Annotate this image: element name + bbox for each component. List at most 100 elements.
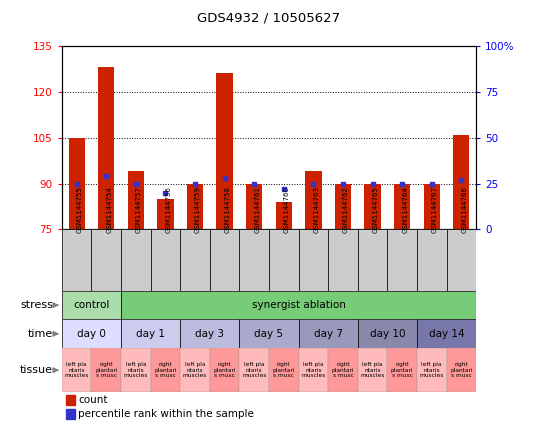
Bar xyxy=(187,184,203,229)
Text: synergist ablation: synergist ablation xyxy=(252,300,345,310)
FancyBboxPatch shape xyxy=(91,348,121,392)
Point xyxy=(427,180,436,187)
Point xyxy=(190,180,199,187)
Text: GDS4932 / 10505627: GDS4932 / 10505627 xyxy=(197,11,341,25)
FancyBboxPatch shape xyxy=(299,229,328,291)
Point xyxy=(309,180,317,187)
Text: GSM1144761: GSM1144761 xyxy=(254,186,260,233)
Text: left pla
ntaris
muscles: left pla ntaris muscles xyxy=(65,362,89,378)
FancyBboxPatch shape xyxy=(387,348,417,392)
Bar xyxy=(128,171,144,229)
Point xyxy=(131,180,140,187)
Text: day 14: day 14 xyxy=(429,329,464,339)
Point xyxy=(250,180,258,187)
Point xyxy=(398,180,406,187)
Bar xyxy=(453,135,470,229)
Text: left pla
ntaris
muscles: left pla ntaris muscles xyxy=(420,362,444,378)
FancyBboxPatch shape xyxy=(269,348,299,392)
Text: GSM1144760: GSM1144760 xyxy=(284,186,290,233)
Text: day 10: day 10 xyxy=(370,329,405,339)
Bar xyxy=(275,202,292,229)
FancyBboxPatch shape xyxy=(328,348,358,392)
Text: day 5: day 5 xyxy=(254,329,284,339)
FancyBboxPatch shape xyxy=(121,291,476,319)
FancyBboxPatch shape xyxy=(62,229,91,291)
Text: right
plantari
s musc: right plantari s musc xyxy=(450,362,472,378)
Text: right
plantari
s musc: right plantari s musc xyxy=(154,362,176,378)
Point xyxy=(279,186,288,192)
FancyBboxPatch shape xyxy=(328,229,358,291)
Text: percentile rank within the sample: percentile rank within the sample xyxy=(78,409,254,419)
Bar xyxy=(66,409,75,420)
FancyBboxPatch shape xyxy=(417,348,447,392)
Bar xyxy=(394,184,410,229)
Text: day 3: day 3 xyxy=(195,329,224,339)
Text: time: time xyxy=(28,329,53,339)
Text: GSM1144764: GSM1144764 xyxy=(402,186,408,233)
FancyBboxPatch shape xyxy=(387,229,417,291)
FancyBboxPatch shape xyxy=(121,229,151,291)
Text: right
plantari
s musc: right plantari s musc xyxy=(391,362,413,378)
FancyBboxPatch shape xyxy=(299,319,358,348)
FancyBboxPatch shape xyxy=(210,348,239,392)
Bar xyxy=(216,73,233,229)
FancyBboxPatch shape xyxy=(121,348,151,392)
FancyBboxPatch shape xyxy=(180,348,210,392)
Text: GSM1144754: GSM1144754 xyxy=(106,186,112,233)
Text: count: count xyxy=(78,395,108,405)
Text: right
plantari
s musc: right plantari s musc xyxy=(332,362,354,378)
Text: left pla
ntaris
muscles: left pla ntaris muscles xyxy=(301,362,325,378)
Text: GSM1144762: GSM1144762 xyxy=(343,186,349,233)
FancyBboxPatch shape xyxy=(358,348,387,392)
Text: tissue: tissue xyxy=(20,365,53,375)
Point xyxy=(220,175,229,181)
FancyBboxPatch shape xyxy=(239,229,269,291)
FancyBboxPatch shape xyxy=(299,348,328,392)
Text: GSM1144766: GSM1144766 xyxy=(461,186,468,233)
FancyBboxPatch shape xyxy=(269,229,299,291)
Point xyxy=(72,180,81,187)
Text: GSM1144755: GSM1144755 xyxy=(77,186,83,233)
Text: control: control xyxy=(73,300,110,310)
FancyBboxPatch shape xyxy=(447,348,476,392)
Point xyxy=(339,180,348,187)
FancyBboxPatch shape xyxy=(62,348,91,392)
FancyBboxPatch shape xyxy=(121,319,180,348)
Text: GSM1144763: GSM1144763 xyxy=(313,186,320,233)
FancyBboxPatch shape xyxy=(447,229,476,291)
Text: left pla
ntaris
muscles: left pla ntaris muscles xyxy=(124,362,148,378)
Text: left pla
ntaris
muscles: left pla ntaris muscles xyxy=(242,362,266,378)
Point xyxy=(161,190,170,196)
Text: day 0: day 0 xyxy=(77,329,106,339)
Bar xyxy=(66,395,75,405)
FancyBboxPatch shape xyxy=(239,319,299,348)
FancyBboxPatch shape xyxy=(358,229,387,291)
Bar xyxy=(246,184,263,229)
Text: GSM1144759: GSM1144759 xyxy=(195,186,201,233)
Text: GSM1144758: GSM1144758 xyxy=(225,186,231,233)
Text: right
plantari
s musc: right plantari s musc xyxy=(214,362,236,378)
FancyBboxPatch shape xyxy=(210,229,239,291)
Text: day 7: day 7 xyxy=(314,329,343,339)
Text: day 1: day 1 xyxy=(136,329,165,339)
Bar xyxy=(305,171,322,229)
FancyBboxPatch shape xyxy=(62,319,121,348)
Text: GSM1144767: GSM1144767 xyxy=(431,186,438,233)
Point xyxy=(457,176,465,183)
FancyBboxPatch shape xyxy=(62,291,121,319)
Text: left pla
ntaris
muscles: left pla ntaris muscles xyxy=(360,362,385,378)
Bar xyxy=(364,184,381,229)
Bar xyxy=(157,199,174,229)
Text: GSM1144756: GSM1144756 xyxy=(166,186,172,233)
FancyBboxPatch shape xyxy=(180,229,210,291)
Bar xyxy=(68,137,85,229)
Bar xyxy=(335,184,351,229)
FancyBboxPatch shape xyxy=(91,229,121,291)
FancyBboxPatch shape xyxy=(151,348,180,392)
FancyBboxPatch shape xyxy=(151,229,180,291)
Text: right
plantari
s musc: right plantari s musc xyxy=(273,362,295,378)
Text: left pla
ntaris
muscles: left pla ntaris muscles xyxy=(183,362,207,378)
FancyBboxPatch shape xyxy=(417,319,476,348)
FancyBboxPatch shape xyxy=(239,348,269,392)
Text: right
plantari
s musc: right plantari s musc xyxy=(95,362,117,378)
